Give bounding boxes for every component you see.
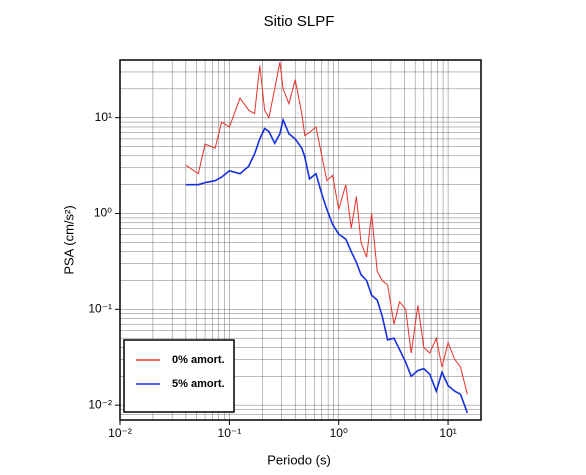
x-axis-label: Periodo (s) [267,452,331,467]
legend-label: 0% amort. [172,354,225,366]
x-tick-label: 10¹ [439,426,456,440]
x-tick-label: 10⁻² [108,426,132,440]
y-tick-label: 10¹ [95,110,112,124]
legend: 0% amort. 5% amort. [123,339,235,413]
y-tick-label: 10⁰ [94,206,112,220]
series-line [185,117,469,414]
plot-frame [119,59,482,421]
chart-title: Sitio SLPF [264,13,335,30]
series-line [185,62,468,395]
y-tick-label: 10⁻¹ [88,302,112,316]
y-axis-label: PSA (cm/s²) [61,205,76,274]
x-tick-label: 10⁰ [330,426,348,440]
legend-label: 5% amort. [172,378,225,390]
legend-box [123,339,235,413]
y-tick-label: 10⁻² [88,397,112,411]
x-tick-label: 10⁻¹ [218,426,242,440]
